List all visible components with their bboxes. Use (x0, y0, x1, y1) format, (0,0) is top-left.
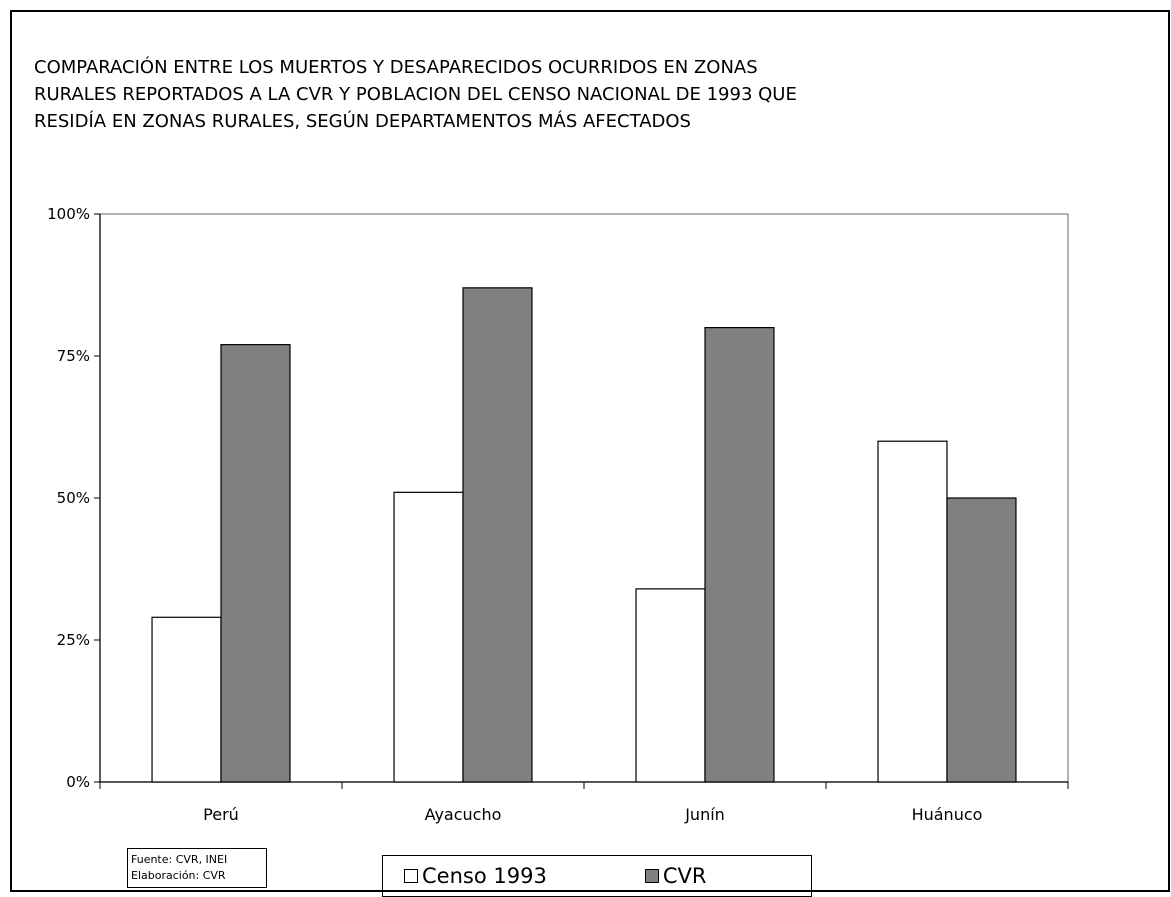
legend-swatch-censo (404, 869, 418, 883)
chart-title-line: RURALES REPORTADOS A LA CVR Y POBLACION … (34, 84, 797, 105)
bar-censo (877, 440, 948, 783)
y-tick-label: 100% (47, 205, 90, 223)
source-note: Fuente: CVR, INEI Elaboración: CVR (127, 848, 267, 888)
bar-censo (393, 491, 464, 783)
bar-cvr (946, 497, 1017, 783)
source-line: Fuente: CVR, INEI (131, 853, 228, 866)
x-tick-label: Huánuco (912, 805, 983, 824)
chart-title-line: COMPARACIÓN ENTRE LOS MUERTOS Y DESAPARE… (34, 56, 758, 78)
legend-label-cvr: CVR (662, 864, 707, 888)
legend-swatch-cvr (644, 869, 659, 883)
x-tick-label: Ayacucho (425, 805, 502, 824)
bar-censo (151, 616, 222, 783)
credit-line: Elaboración: CVR (131, 869, 226, 882)
chart-bars (151, 287, 1017, 783)
chart-svg: COMPARACIÓN ENTRE LOS MUERTOS Y DESAPARE… (34, 56, 1069, 824)
bar-censo (635, 588, 706, 783)
legend-label-censo: Censo 1993 (422, 864, 547, 888)
bar-cvr (462, 287, 533, 783)
bar-cvr (220, 344, 291, 783)
y-tick-label: 50% (57, 489, 90, 507)
chart-title-line: RESIDÍA EN ZONAS RURALES, SEGÚN DEPARTAM… (34, 110, 691, 132)
x-tick-label: Junín (684, 805, 725, 824)
y-tick-label: 75% (57, 347, 90, 365)
chart-title: COMPARACIÓN ENTRE LOS MUERTOS Y DESAPARE… (34, 56, 797, 132)
legend-item-censo: Censo 1993 (404, 864, 547, 888)
legend-item-cvr: CVR (644, 864, 707, 888)
y-tick-label: 0% (66, 773, 90, 791)
chart-axes: 0% 25% 50% 75% 100% Perú Ayacucho Junín Huánuco (47, 205, 1069, 824)
legend: Censo 1993 CVR (382, 855, 812, 897)
y-tick-label: 25% (57, 631, 90, 649)
x-tick-label: Perú (203, 805, 239, 824)
bar-cvr (704, 327, 775, 783)
chart-frame: COMPARACIÓN ENTRE LOS MUERTOS Y DESAPARE… (10, 10, 1170, 897)
